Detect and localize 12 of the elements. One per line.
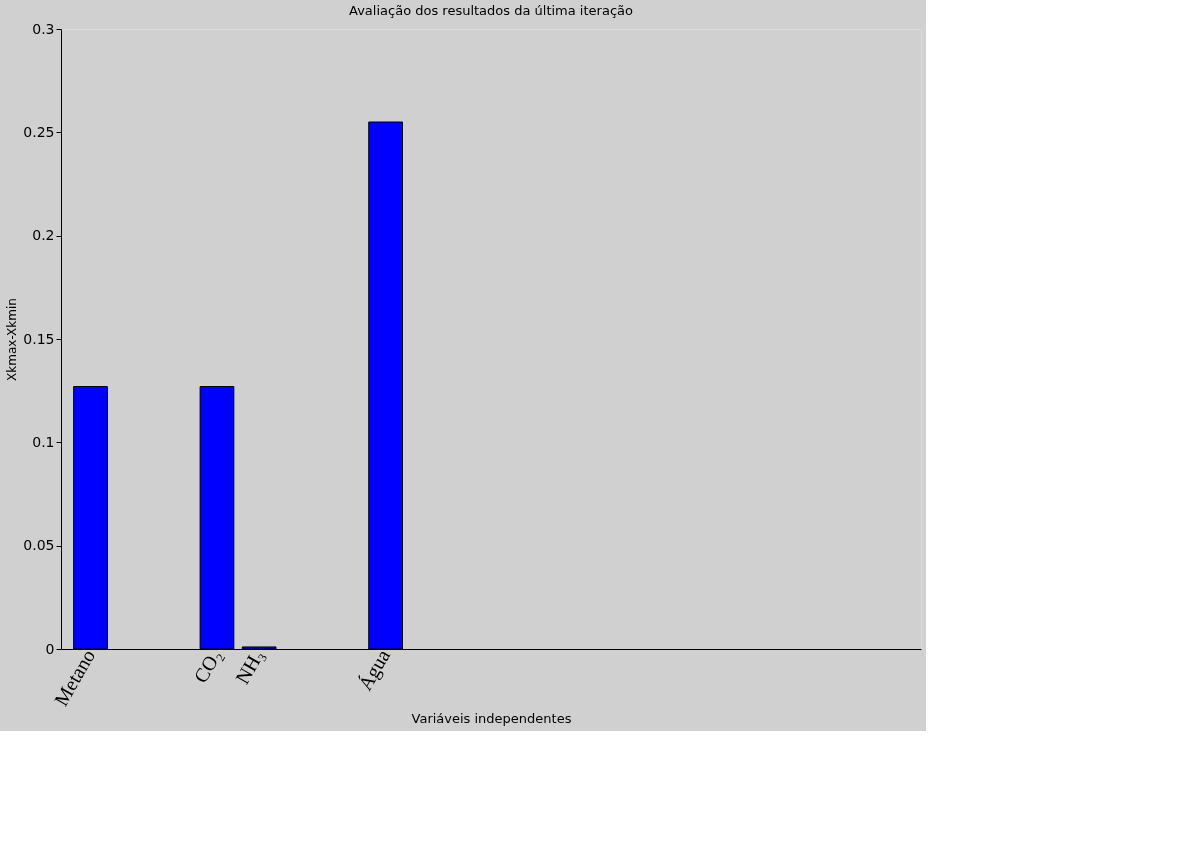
y-axis-title: Xkmax-Xkmin [5,298,20,381]
x-axis-title: Variáveis independentes [411,711,572,727]
y-tick-label: 0.3 [32,20,55,37]
y-tick-label: 0 [45,640,55,657]
x-tick-label: NH₃ [230,645,268,688]
y-tick-label: 0.25 [23,123,55,140]
y-tick-label: 0.15 [23,330,55,347]
y-tick-label: 0.1 [32,433,55,450]
y-tick-label: 0.05 [23,537,55,554]
chart-title: Avaliação dos resultados da última iteração [349,3,633,18]
y-tick-label: 0.2 [32,227,55,244]
x-tick-label: CO₂ [189,645,226,687]
